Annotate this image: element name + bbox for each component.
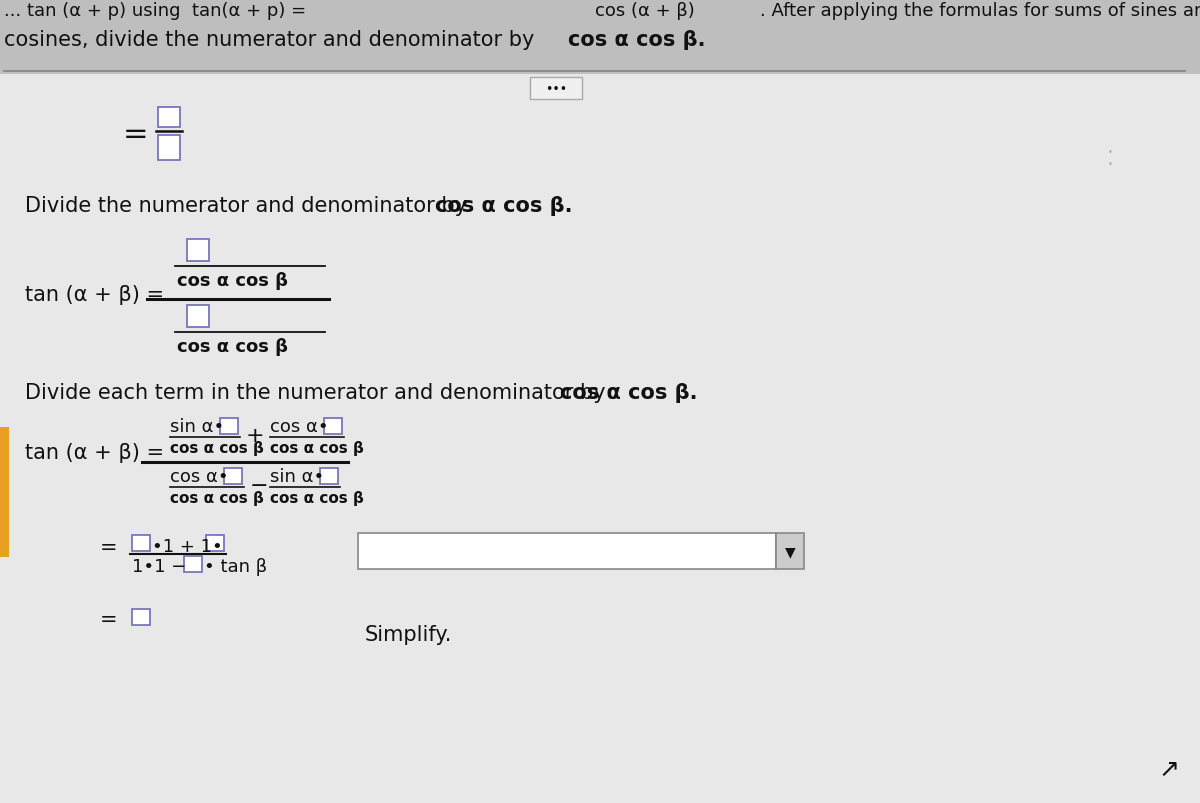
Text: Divide the numerator and denominator by: Divide the numerator and denominator by [25, 196, 474, 216]
Text: ↗: ↗ [1158, 757, 1178, 781]
Text: cosines, divide the numerator and denominator by: cosines, divide the numerator and denomi… [4, 30, 541, 50]
Text: cos α cos β.: cos α cos β. [568, 30, 706, 50]
Text: •••: ••• [545, 83, 568, 96]
Bar [530, 78, 582, 100]
Text: cos α•: cos α• [170, 467, 229, 485]
Text: cos α•: cos α• [270, 418, 329, 435]
Text: −: − [250, 475, 269, 495]
Bar [358, 533, 776, 569]
Text: =: = [100, 537, 118, 557]
Bar [132, 609, 150, 626]
Bar [187, 240, 209, 262]
Text: =: = [122, 120, 148, 149]
Text: cos α cos β.: cos α cos β. [560, 382, 697, 402]
Bar [132, 536, 150, 552]
Text: • tan β: • tan β [204, 557, 268, 575]
Text: Divide each term in the numerator and denominator by: Divide each term in the numerator and de… [25, 382, 612, 402]
Text: sin α•: sin α• [270, 467, 324, 485]
Text: cos α cos β: cos α cos β [270, 441, 364, 455]
Text: 1•1 −: 1•1 − [132, 557, 186, 575]
Bar [184, 556, 202, 573]
Text: cos α cos β: cos α cos β [170, 441, 264, 455]
Bar [0, 427, 10, 557]
Bar [158, 108, 180, 128]
Bar [320, 468, 338, 484]
Text: sin α•: sin α• [170, 418, 224, 435]
Text: ... tan (α + p) using  tan(α + p) =: ... tan (α + p) using tan(α + p) = [4, 2, 306, 20]
Bar [324, 418, 342, 434]
Text: •1 + 1•: •1 + 1• [152, 537, 223, 556]
Bar [0, 0, 1200, 75]
Text: •: • [1108, 160, 1112, 169]
Bar [224, 468, 242, 484]
Text: cos (α + β): cos (α + β) [595, 2, 695, 20]
Text: ▼: ▼ [785, 544, 796, 558]
Text: •: • [1108, 148, 1112, 157]
Text: cos α cos β: cos α cos β [270, 491, 364, 505]
Text: +: + [246, 426, 265, 446]
Bar [776, 533, 804, 569]
Text: tan (α + β) =: tan (α + β) = [25, 442, 164, 463]
Text: cos α cos β: cos α cos β [170, 491, 264, 505]
Bar [220, 418, 238, 434]
Bar [187, 306, 209, 328]
Text: tan (α + β) =: tan (α + β) = [25, 284, 164, 304]
Text: cos α cos β.: cos α cos β. [436, 196, 572, 216]
Text: cos α cos β: cos α cos β [178, 337, 288, 356]
Text: cos α cos β: cos α cos β [178, 271, 288, 290]
Text: Simplify.: Simplify. [365, 624, 452, 644]
Text: . After applying the formulas for sums of sines and: . After applying the formulas for sums o… [760, 2, 1200, 20]
Text: =: = [100, 609, 118, 630]
Bar [158, 136, 180, 161]
Bar [206, 536, 224, 552]
